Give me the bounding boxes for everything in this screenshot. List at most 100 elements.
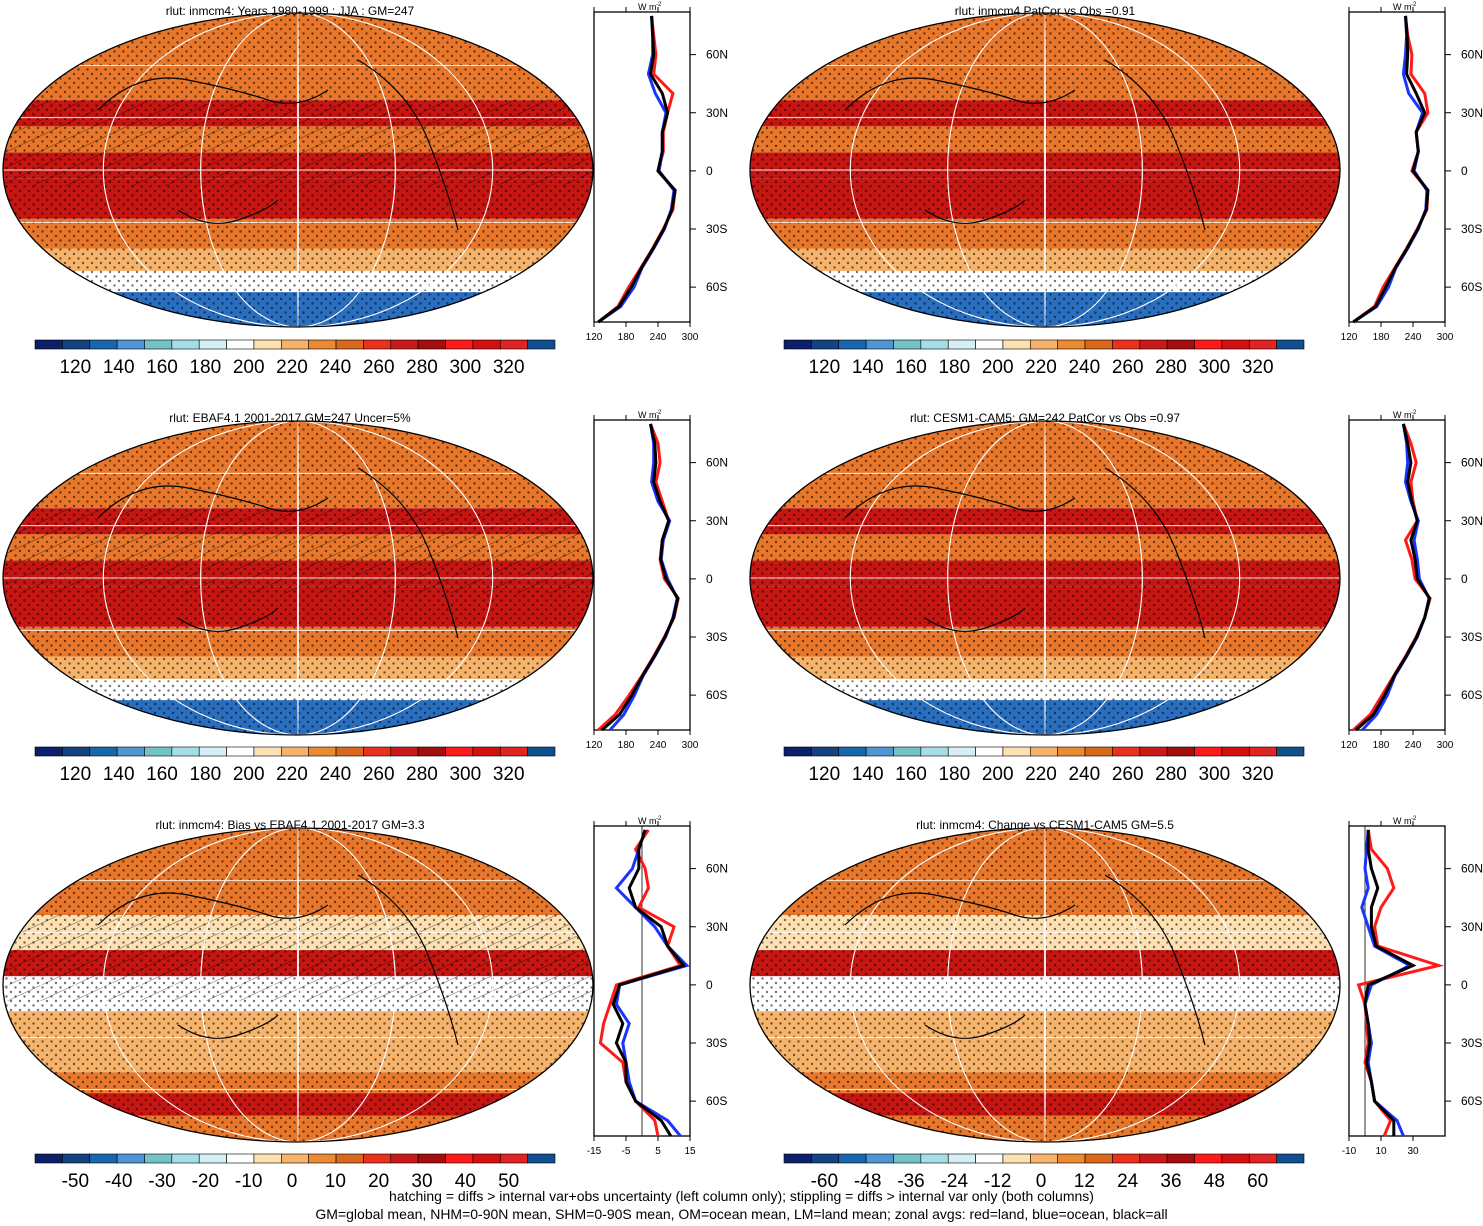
- colorbar-label: -60: [811, 1171, 838, 1192]
- colorbar-box: [527, 339, 556, 350]
- graticule-lon: [297, 421, 299, 735]
- panel-title-p3: rlut: EBAF4.1 2001-2017 GM=247 Uncer=5%: [169, 411, 411, 425]
- profile-ytick-label: 60N: [1461, 456, 1483, 470]
- coastlines: [844, 467, 1206, 639]
- colorbar-box: [226, 339, 255, 350]
- profile-xtick-label: 240: [650, 332, 667, 343]
- profile-ytick-label: 60S: [1461, 1094, 1482, 1108]
- colorbar-box: [1030, 339, 1058, 350]
- colorbar-box: [390, 339, 419, 350]
- graticule-lon: [849, 828, 1241, 1142]
- profile-line-black: [1352, 15, 1430, 324]
- colorbar-label: -20: [192, 1171, 219, 1192]
- colorbar-label: 0: [287, 1171, 298, 1192]
- graticule-lon: [1044, 13, 1046, 327]
- profile-ytick-label: 60S: [706, 688, 727, 702]
- colorbar-box: [1221, 1153, 1250, 1164]
- panel-title-p6: rlut: inmcm4: Change vs CESM1-CAM5 GM=5.…: [916, 818, 1174, 832]
- colorbar-box: [893, 1153, 922, 1164]
- zonal-profile-p3: W m -2 120 180 240 300 60N 30N 0 30S 60S: [586, 410, 728, 751]
- colorbar-label: 300: [1198, 764, 1230, 785]
- profile-unit-label: W m: [638, 2, 657, 12]
- map-p1: [2, 12, 594, 328]
- colorbar-label: 36: [1160, 1171, 1181, 1192]
- colorbar-box: [1248, 1153, 1277, 1164]
- colorbar-box: [783, 746, 812, 757]
- colorbar-box: [1276, 746, 1305, 757]
- profile-line-black: [1354, 423, 1432, 732]
- colorbar-box: [89, 746, 118, 757]
- colorbar-p2: 120 140 160 180 200 220 240 260 280 300 320: [783, 339, 1305, 378]
- colorbar-label: 180: [938, 357, 970, 378]
- colorbar-box: [89, 339, 118, 350]
- profile-xtick-label: 10: [1375, 1146, 1387, 1157]
- colorbar-box: [920, 1153, 949, 1164]
- colorbar-label: 40: [455, 1171, 476, 1192]
- footer-note-legend: GM=global mean, NHM=0-90N mean, SHM=0-90…: [315, 1206, 1168, 1222]
- profile-xtick-label: 15: [684, 1146, 696, 1157]
- map-outline: [749, 827, 1341, 1143]
- profile-frame: [1348, 825, 1446, 1137]
- colorbar-box: [417, 746, 446, 757]
- colorbar-label: 30: [411, 1171, 432, 1192]
- colorbar-box: [253, 746, 282, 757]
- profile-ytick-label: 0: [1461, 572, 1468, 586]
- panel-title-p2: rlut: inmcm4 PatCor vs Obs =0.91: [955, 4, 1136, 18]
- profile-ytick-label: 60N: [1461, 48, 1483, 62]
- colorbar-box: [1166, 339, 1195, 350]
- map-outline: [2, 827, 594, 1143]
- colorbar-label: 320: [493, 357, 525, 378]
- colorbar-label: -48: [854, 1171, 881, 1192]
- profile-unit-exponent: -2: [656, 410, 662, 416]
- colorbar-label: 220: [1025, 764, 1057, 785]
- colorbar-box: [838, 1153, 867, 1164]
- colorbar-box: [335, 339, 364, 350]
- colorbar-box: [390, 1153, 419, 1164]
- graticule-lon: [102, 421, 494, 735]
- profile-xtick-label: 5: [655, 1146, 661, 1157]
- colorbar-box: [1276, 1153, 1305, 1164]
- colorbar-label: 120: [808, 764, 840, 785]
- map-p5: [2, 827, 594, 1143]
- colorbar-box: [1248, 339, 1277, 350]
- colorbar-box: [1112, 339, 1141, 350]
- profile-unit-label: W m: [638, 410, 657, 420]
- profile-xtick-label: 180: [1373, 332, 1390, 343]
- graticule-lon: [1044, 421, 1046, 735]
- colorbar-box: [1030, 746, 1058, 757]
- colorbar-box: [975, 746, 1004, 757]
- colorbar-label: 200: [233, 357, 265, 378]
- colorbar-box: [62, 1153, 91, 1164]
- colorbar-box: [811, 746, 840, 757]
- colorbar-label: 120: [59, 357, 91, 378]
- colorbar-box: [865, 339, 894, 350]
- colorbar-label: 120: [59, 764, 91, 785]
- colorbar-label: -10: [235, 1171, 262, 1192]
- colorbar-label: 320: [493, 764, 525, 785]
- coastlines: [97, 59, 459, 231]
- colorbar-label: 300: [449, 764, 481, 785]
- colorbar-box: [947, 746, 976, 757]
- colorbar-box: [1057, 1153, 1086, 1164]
- colorbar-box: [1084, 746, 1113, 757]
- graticule-lon: [102, 828, 494, 1142]
- colorbar-label: 260: [1112, 357, 1144, 378]
- colorbar-box: [1194, 339, 1223, 350]
- zonal-profile-p4: W m -2 120 180 240 300 60N 30N 0 30S 60S: [1341, 410, 1483, 751]
- colorbar-label: 320: [1242, 357, 1274, 378]
- profile-line-blue: [1361, 423, 1431, 732]
- colorbar-box: [144, 746, 173, 757]
- profile-xtick-label: 300: [1437, 740, 1454, 751]
- graticule-lon: [200, 421, 396, 735]
- profile-xtick-label: 120: [1341, 332, 1358, 343]
- colorbar-box: [34, 1153, 63, 1164]
- profile-xtick-label: 180: [618, 332, 635, 343]
- profile-line-black: [1363, 829, 1417, 1136]
- colorbar-label: -36: [897, 1171, 924, 1192]
- colorbar-box: [838, 339, 867, 350]
- profile-ytick-label: 0: [706, 978, 713, 992]
- map-p3: [2, 420, 594, 736]
- colorbar-box: [171, 1153, 200, 1164]
- profile-ytick-label: 0: [706, 164, 713, 178]
- profile-ytick-label: 60S: [706, 1094, 727, 1108]
